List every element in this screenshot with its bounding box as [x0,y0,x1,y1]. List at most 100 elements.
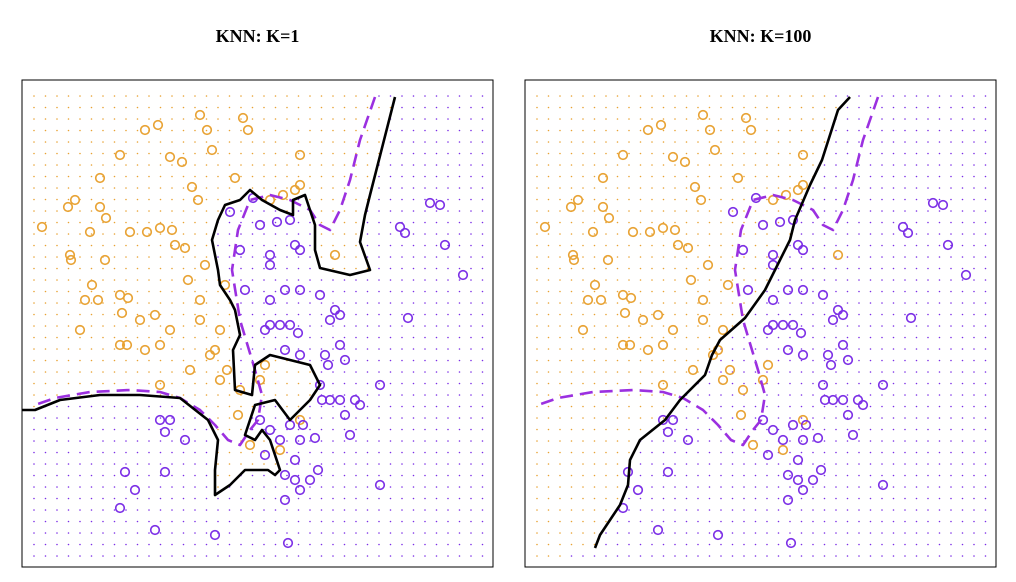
grid-dot [458,267,461,270]
grid-dot [547,509,550,511]
grid-dot [286,244,288,247]
grid-dot [56,555,58,557]
grid-dot [881,474,883,477]
grid-dot [182,210,185,212]
data-point [254,414,266,426]
grid-dot [892,313,895,316]
grid-dot [56,244,58,247]
grid-dot [639,95,642,97]
grid-dot [102,497,104,500]
grid-dot [240,118,242,120]
grid-dot [320,244,323,247]
grid-dot [251,509,254,511]
grid-dot [136,152,139,155]
grid-dot [320,532,323,534]
grid-dot [628,175,630,178]
grid-dot [67,233,70,235]
grid-dot [412,382,415,385]
grid-dot [823,244,826,247]
grid-dot [858,118,860,120]
data-point [937,199,949,211]
grid-dot [90,118,93,120]
grid-dot [366,164,369,166]
grid-dot [915,106,918,109]
grid-dot [616,198,619,201]
grid-dot [44,210,47,212]
grid-dot [44,187,47,189]
grid-dot [766,210,768,212]
grid-dot [559,336,561,339]
grid-dot [67,451,70,454]
grid-dot [240,95,242,97]
grid-dot [194,256,196,258]
grid-dot [194,520,196,523]
grid-dot [355,336,357,339]
grid-dot [424,164,426,166]
grid-dot [343,428,346,431]
grid-dot [424,486,426,488]
grid-dot [90,440,93,442]
data-point [657,222,669,234]
grid-dot [125,486,127,488]
grid-dot [858,451,860,454]
data-point [339,354,351,366]
grid-dot [973,532,975,534]
grid-dot [401,118,403,120]
grid-dot [113,198,116,201]
grid-dot [927,532,929,534]
grid-dot [297,428,300,431]
grid-dot [731,417,734,419]
grid-dot [927,336,929,339]
grid-dot [424,555,426,557]
grid-dot [961,451,964,454]
grid-dot [593,175,596,178]
grid-dot [90,198,93,201]
grid-dot [366,244,369,247]
grid-dot [33,451,35,454]
grid-dot [743,129,745,132]
grid-dot [846,302,849,304]
grid-dot [435,474,438,477]
grid-dot [33,532,35,534]
grid-dot [812,256,814,258]
grid-dot [159,359,162,362]
grid-dot [605,244,607,247]
data-point [134,314,146,326]
grid-dot [159,152,162,155]
grid-dot [789,359,791,362]
grid-dot [800,543,803,546]
grid-dot [570,336,573,339]
grid-dot [343,348,346,350]
grid-dot [366,520,369,523]
grid-dot [125,532,127,534]
grid-dot [800,555,803,557]
grid-dot [938,336,941,339]
grid-dot [320,256,323,258]
grid-dot [674,210,676,212]
grid-dot [79,497,81,500]
grid-dot [547,256,550,258]
grid-dot [102,486,104,488]
grid-dot [44,221,47,224]
grid-dot [412,175,415,178]
grid-dot [447,233,449,235]
grid-dot [616,221,619,224]
grid-dot [159,382,162,385]
grid-dot [194,267,196,270]
grid-dot [961,382,964,385]
grid-dot [846,555,849,557]
grid-dot [720,141,722,143]
grid-dot [674,336,676,339]
grid-dot [171,371,173,373]
grid-dot [904,129,906,132]
grid-dot [67,497,70,500]
grid-dot [881,520,883,523]
grid-dot [766,532,768,534]
grid-dot [835,336,837,339]
grid-dot [263,233,265,235]
grid-dot [559,244,561,247]
grid-dot [44,267,47,270]
grid-dot [961,244,964,247]
grid-dot [389,198,392,201]
grid-dot [869,256,872,258]
